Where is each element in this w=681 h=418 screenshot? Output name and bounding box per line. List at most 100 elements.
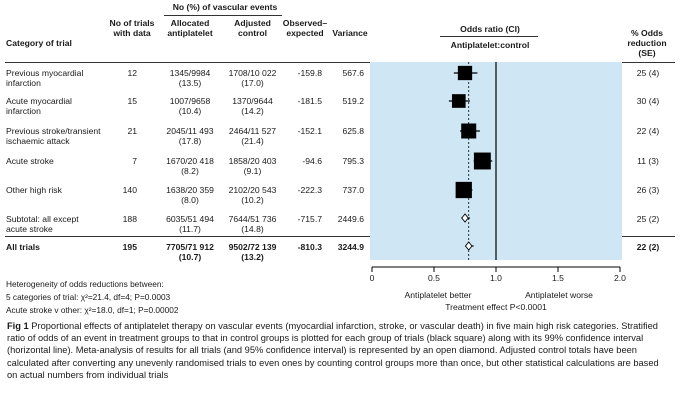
row-category: Subtotal: all except xyxy=(6,214,79,224)
row-observed-expected: -810.3 xyxy=(297,242,322,252)
row-trials: 188 xyxy=(122,214,137,224)
row-adjusted: 9502/72 139 xyxy=(228,242,277,252)
row-trials: 21 xyxy=(127,126,137,136)
heterogeneity-line-2: Acute stroke v other: χ²=18.0, df=1; P=0… xyxy=(6,305,179,315)
row-category-2: infarction xyxy=(6,106,41,116)
row-variance: 3244.9 xyxy=(337,242,364,252)
heterogeneity-line-1: 5 categories of trial: χ²=21.4, df=4; P=… xyxy=(6,292,171,302)
subtotal-rule-right xyxy=(622,236,675,237)
figure-caption: Fig 1 Proportional effects of antiplatel… xyxy=(7,320,671,381)
row-allocated: 6035/51 494 xyxy=(166,214,214,224)
row-reduction: 22 (2) xyxy=(636,242,660,252)
row-reduction: 30 (4) xyxy=(636,96,660,106)
x-tick-label: 0.5 xyxy=(428,273,440,283)
point-diamond xyxy=(464,241,473,251)
header-variance: Variance xyxy=(332,28,368,38)
header-rule xyxy=(5,62,675,63)
row-variance: 519.2 xyxy=(342,96,364,106)
point-square xyxy=(461,123,477,139)
row-allocated: 1345/9984 xyxy=(169,68,211,78)
caption-label: Fig 1 xyxy=(7,321,29,331)
row-adjusted: 2102/20 543 xyxy=(228,185,277,195)
row-variance: 2449.6 xyxy=(337,214,364,224)
row-category: Previous myocardial xyxy=(6,68,84,78)
row-adjusted-pct: (10.2) xyxy=(241,195,264,205)
header-trials: No of trials with data xyxy=(109,18,155,38)
x-tick-label: 1.0 xyxy=(490,273,502,283)
point-square xyxy=(451,94,466,108)
row-trials: 12 xyxy=(127,68,137,78)
point-square xyxy=(473,152,491,170)
header-odds-sub: Antiplatelet:control xyxy=(450,40,530,50)
row-adjusted: 1370/9644 xyxy=(232,96,273,106)
row-variance: 625.8 xyxy=(342,126,364,136)
row-adjusted-pct: (14.2) xyxy=(241,106,264,116)
row-allocated: 7705/71 912 xyxy=(166,242,214,252)
row-category: All trials xyxy=(6,242,40,252)
row-reduction: 25 (2) xyxy=(636,214,660,224)
point-diamond xyxy=(461,213,469,223)
row-observed-expected: -152.1 xyxy=(297,126,322,136)
row-reduction: 11 (3) xyxy=(637,156,659,166)
row-allocated: 1670/20 418 xyxy=(166,156,214,166)
row-adjusted-pct: (14.8) xyxy=(241,224,264,234)
row-adjusted: 1708/10 022 xyxy=(228,68,277,78)
row-adjusted-pct: (9.1) xyxy=(243,166,262,176)
row-category: Previous stroke/transient xyxy=(6,126,101,136)
row-observed-expected: -222.3 xyxy=(297,185,322,195)
row-allocated-pct: (8.2) xyxy=(181,166,199,176)
row-allocated-pct: (8.0) xyxy=(181,195,199,205)
row-observed-expected: -94.6 xyxy=(302,156,322,166)
row-trials: 140 xyxy=(122,185,137,195)
point-square xyxy=(455,181,472,199)
row-allocated-pct: (10.4) xyxy=(178,106,202,116)
row-observed-expected: -159.8 xyxy=(297,68,322,78)
row-observed-expected: -715.7 xyxy=(297,214,322,224)
row-variance: 795.3 xyxy=(342,156,364,166)
row-allocated-pct: (13.5) xyxy=(178,78,202,88)
row-allocated: 1007/9658 xyxy=(169,96,211,106)
row-variance: 567.6 xyxy=(342,68,364,78)
heterogeneity-title: Heterogeneity of odds reductions between… xyxy=(6,279,164,289)
events-group-header: No (%) of vascular events xyxy=(172,2,278,12)
x-tick-label: 1.5 xyxy=(552,273,564,283)
row-category-2: ischaemic attack xyxy=(6,136,70,146)
row-adjusted: 2464/11 527 xyxy=(228,126,277,136)
row-trials: 15 xyxy=(127,96,137,106)
row-reduction: 22 (4) xyxy=(636,126,660,136)
row-adjusted-pct: (21.4) xyxy=(241,136,264,146)
x-tick-label: 2.0 xyxy=(614,273,626,283)
header-observed-expected: Observed– expected xyxy=(282,18,328,38)
forest-plot: 0 0.5 1.0 1.5 2.0 xyxy=(370,62,626,283)
row-trials: 7 xyxy=(132,156,137,166)
caption-text: Proportional effects of antiplatelet the… xyxy=(7,321,659,380)
row-variance: 737.0 xyxy=(342,185,364,195)
header-adjusted: Adjusted control xyxy=(234,18,271,38)
row-allocated: 2045/11 493 xyxy=(166,126,214,136)
row-category: Other high risk xyxy=(6,185,62,195)
row-adjusted: 1858/20 403 xyxy=(228,156,277,166)
header-category: Category of trial xyxy=(6,38,72,48)
x-tick-label: 0 xyxy=(370,273,375,283)
header-allocated: Allocated antiplatelet xyxy=(167,18,213,38)
events-group-rule xyxy=(164,15,282,16)
header-reduction: % Odds reduction (SE) xyxy=(627,28,667,58)
row-allocated-pct: (11.7) xyxy=(179,224,201,234)
row-allocated-pct: (10.7) xyxy=(178,252,202,262)
favours-left-label: Antiplatelet better xyxy=(404,290,472,300)
row-reduction: 25 (4) xyxy=(636,68,660,78)
row-category: Acute myocardial xyxy=(6,96,72,106)
header-odds-ratio: Odds ratio (CI) xyxy=(460,24,520,34)
favours-right-label: Antiplatelet worse xyxy=(525,290,593,300)
odds-ratio-rule xyxy=(440,36,538,37)
row-category-2: infarction xyxy=(6,78,41,88)
row-trials: 195 xyxy=(122,242,137,252)
row-adjusted-pct: (13.2) xyxy=(241,252,264,262)
row-adjusted-pct: (17.0) xyxy=(241,78,264,88)
row-reduction: 26 (3) xyxy=(636,185,660,195)
row-category-2: acute stroke xyxy=(6,224,53,234)
subtotal-rule xyxy=(5,236,370,237)
row-observed-expected: -181.5 xyxy=(297,96,322,106)
treatment-effect-label: Treatment effect P<0.0001 xyxy=(445,302,547,312)
row-allocated: 1638/20 359 xyxy=(166,185,214,195)
